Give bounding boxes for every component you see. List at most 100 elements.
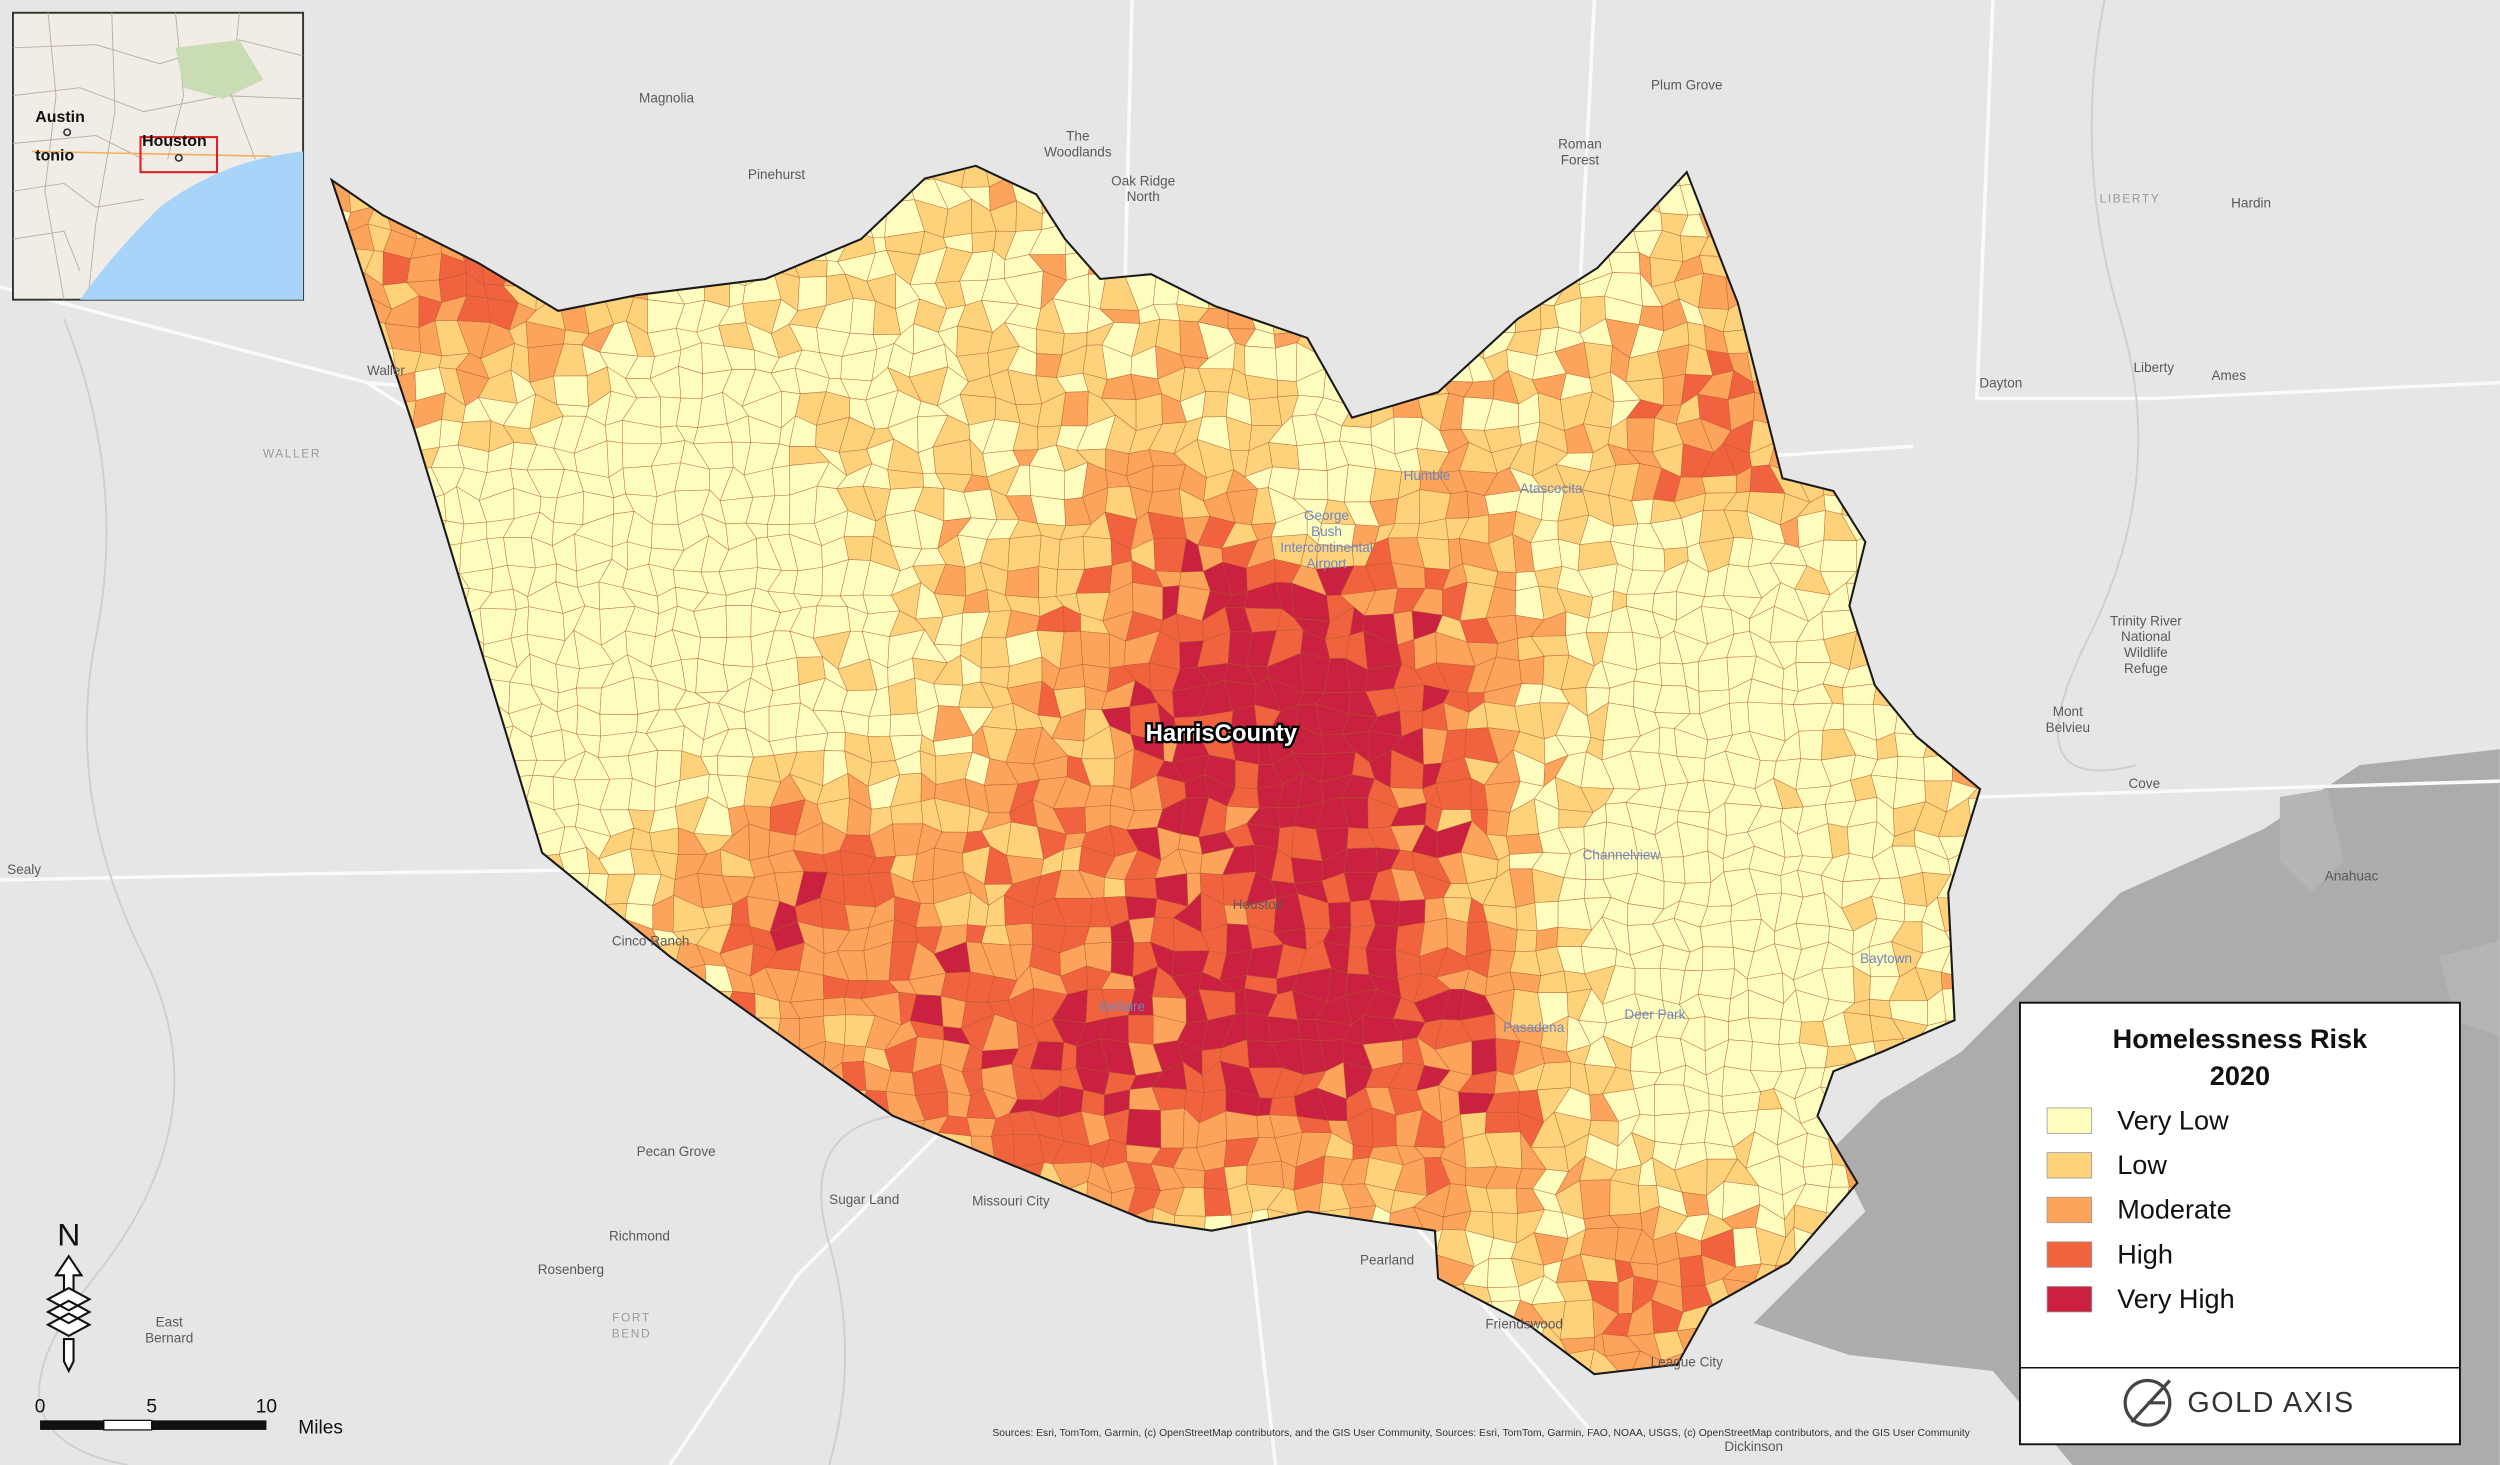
scale-unit: Miles xyxy=(298,1417,343,1438)
tract-cell xyxy=(1607,251,1641,274)
place-label: WALLER xyxy=(263,446,321,460)
tract-cell xyxy=(1369,468,1402,503)
place-label: Friendswood xyxy=(1485,1316,1563,1331)
place-label: FORT xyxy=(612,1310,651,1324)
inset-label: Austin xyxy=(35,109,85,126)
legend-swatch xyxy=(2046,1241,2093,1268)
tract-cell xyxy=(1124,878,1158,900)
place-label: Sealy xyxy=(7,862,41,877)
tract-cell xyxy=(1506,833,1544,855)
scale-tick-label: 5 xyxy=(146,1397,157,1418)
region-label: HarrisCounty xyxy=(1146,720,1298,747)
tract-cell xyxy=(1060,391,1089,427)
attribution: Sources: Esri, TomTom, Garmin, (c) OpenS… xyxy=(992,1428,1970,1439)
place-label: Pearland xyxy=(1360,1253,1414,1268)
legend-swatch xyxy=(2046,1107,2093,1134)
place-label: Richmond xyxy=(609,1229,670,1244)
place-label: North xyxy=(1127,189,1160,204)
tract-cell xyxy=(1080,630,1111,669)
place-label: Pinehurst xyxy=(748,167,805,182)
place-label: Bernard xyxy=(145,1331,193,1346)
tract-cell xyxy=(1579,1179,1611,1220)
tract-cell xyxy=(1729,701,1750,736)
place-label: Baytown xyxy=(1860,951,1912,966)
place-label: Pecan Grove xyxy=(637,1144,716,1159)
place-label: Anahuac xyxy=(2325,868,2379,883)
place-label: Airport xyxy=(1307,556,1347,571)
place-label: Liberty xyxy=(2134,360,2175,375)
place-label: National xyxy=(2121,629,2171,644)
tract-cell xyxy=(1559,1299,1595,1340)
legend-label: High xyxy=(2117,1238,2173,1269)
tract-cell xyxy=(1723,1039,1753,1071)
tract-cell xyxy=(1487,1286,1521,1303)
tract-cell xyxy=(1125,896,1158,921)
place-label: Waller xyxy=(367,363,405,378)
tract-cell xyxy=(1896,756,1926,782)
tract-cell xyxy=(1435,777,1472,810)
tract-cell xyxy=(1225,1110,1259,1141)
place-label: Wildlife xyxy=(2124,645,2168,660)
place-label: Oak Ridge xyxy=(1111,173,1175,188)
tract-cell xyxy=(1125,1108,1162,1149)
tract-cell xyxy=(1397,899,1426,928)
tract-cell xyxy=(1509,950,1542,977)
tract-cell xyxy=(1244,345,1278,381)
place-label: East xyxy=(156,1315,183,1330)
rivers xyxy=(38,0,2140,1465)
tract-cell xyxy=(1005,566,1040,599)
tract-cell xyxy=(1846,821,1878,859)
legend-title: Homelessness Risk xyxy=(2113,1023,2368,1054)
tract-cell xyxy=(1060,1042,1077,1072)
tract-cell xyxy=(649,827,679,855)
place-label: Roman xyxy=(1558,137,1602,152)
legend-label: Low xyxy=(2117,1149,2167,1180)
tract-cell xyxy=(1293,468,1329,501)
tract-cell xyxy=(1110,941,1135,978)
place-label: Refuge xyxy=(2124,661,2168,676)
place-label: Cove xyxy=(2128,776,2160,791)
scale-tick-label: 10 xyxy=(256,1397,277,1418)
tract-cell xyxy=(1697,968,1736,1000)
tract-cell xyxy=(1343,847,1379,874)
place-label: Bellaire xyxy=(1100,999,1145,1014)
tract-cell xyxy=(1082,535,1113,570)
tract-cell xyxy=(1275,342,1298,382)
tract-cell xyxy=(1296,442,1328,471)
tract-cell xyxy=(1235,759,1259,789)
tract-cell xyxy=(768,702,801,742)
tract-cell xyxy=(1128,1014,1154,1045)
tract-cell xyxy=(1819,539,1858,572)
tract-cell xyxy=(1246,1012,1272,1043)
place-label: LIBERTY xyxy=(2100,191,2161,205)
place-label: Bush xyxy=(1311,524,1342,539)
tract-cell xyxy=(1679,1254,1706,1288)
tract-cell xyxy=(1778,1019,1802,1045)
tract-cell xyxy=(889,713,923,737)
tract-cell xyxy=(966,1117,997,1137)
tract-cell xyxy=(1515,902,1538,932)
tract-cell xyxy=(1486,809,1511,837)
tract-cell xyxy=(1327,901,1352,929)
place-label: Trinity River xyxy=(2110,613,2182,628)
tract-cell xyxy=(1701,474,1737,494)
tract-cell xyxy=(716,755,754,777)
place-label: The xyxy=(1066,129,1089,144)
tract-cell xyxy=(503,537,536,569)
tract-cell xyxy=(1609,1179,1641,1216)
place-label: Rosenberg xyxy=(538,1262,604,1277)
legend-label: Very Low xyxy=(2117,1104,2229,1135)
tract-cell xyxy=(841,1044,866,1063)
tract-cell xyxy=(1658,727,1678,757)
place-label: Humble xyxy=(1404,468,1451,483)
tract-cell xyxy=(823,731,846,752)
tract-cell xyxy=(1038,566,1059,599)
tract-cell xyxy=(1267,1016,1301,1043)
tract-cell xyxy=(822,996,847,1017)
place-label: Hardin xyxy=(2231,196,2271,211)
tract-cell xyxy=(843,535,874,561)
place-label: Deer Park xyxy=(1624,1007,1685,1022)
place-label: BEND xyxy=(612,1326,652,1340)
